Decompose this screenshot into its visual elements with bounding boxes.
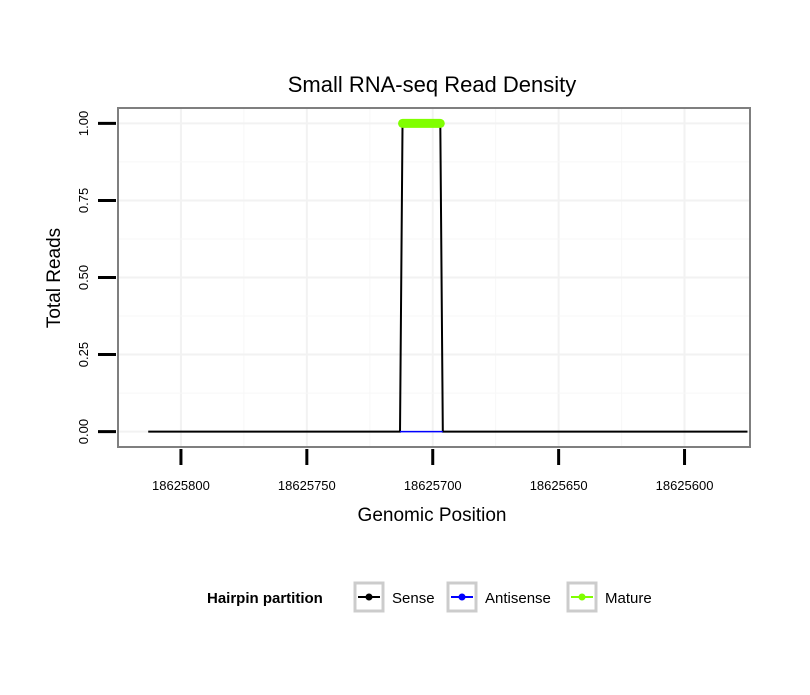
legend-key-point — [458, 593, 466, 601]
legend-title: Hairpin partition — [207, 590, 323, 607]
x-tick-label: 18625800 — [152, 478, 210, 493]
x-tick-label: 18625750 — [278, 478, 336, 493]
data-series — [148, 118, 748, 433]
y-tick-label: 0.50 — [76, 265, 91, 290]
x-tick-label: 18625650 — [530, 478, 588, 493]
y-axis: 0.00 0.25 0.50 0.75 1.00 — [76, 111, 116, 444]
legend-label-sense: Sense — [392, 590, 435, 607]
x-tick-label: 18625700 — [404, 478, 462, 493]
legend-label-antisense: Antisense — [485, 590, 551, 607]
y-tick-label: 0.00 — [76, 419, 91, 444]
legend: Hairpin partition Sense Antisense Mature — [207, 581, 652, 613]
grid-lines — [118, 108, 750, 447]
chart-title: Small RNA-seq Read Density — [288, 72, 577, 97]
x-axis-title: Genomic Position — [358, 505, 507, 526]
y-axis-title: Total Reads — [44, 228, 65, 328]
y-tick-label: 1.00 — [76, 111, 91, 136]
legend-items: Sense Antisense Mature — [353, 581, 652, 613]
legend-key-point — [578, 593, 586, 601]
plot-panel-border — [117, 107, 751, 448]
y-tick-label: 0.75 — [76, 188, 91, 213]
y-tick-label: 0.25 — [76, 342, 91, 367]
legend-label-mature: Mature — [605, 590, 652, 607]
x-tick-label: 18625600 — [656, 478, 714, 493]
x-axis: 18625800 18625750 18625700 18625650 18625600 — [152, 449, 713, 493]
legend-key-point — [365, 593, 373, 601]
